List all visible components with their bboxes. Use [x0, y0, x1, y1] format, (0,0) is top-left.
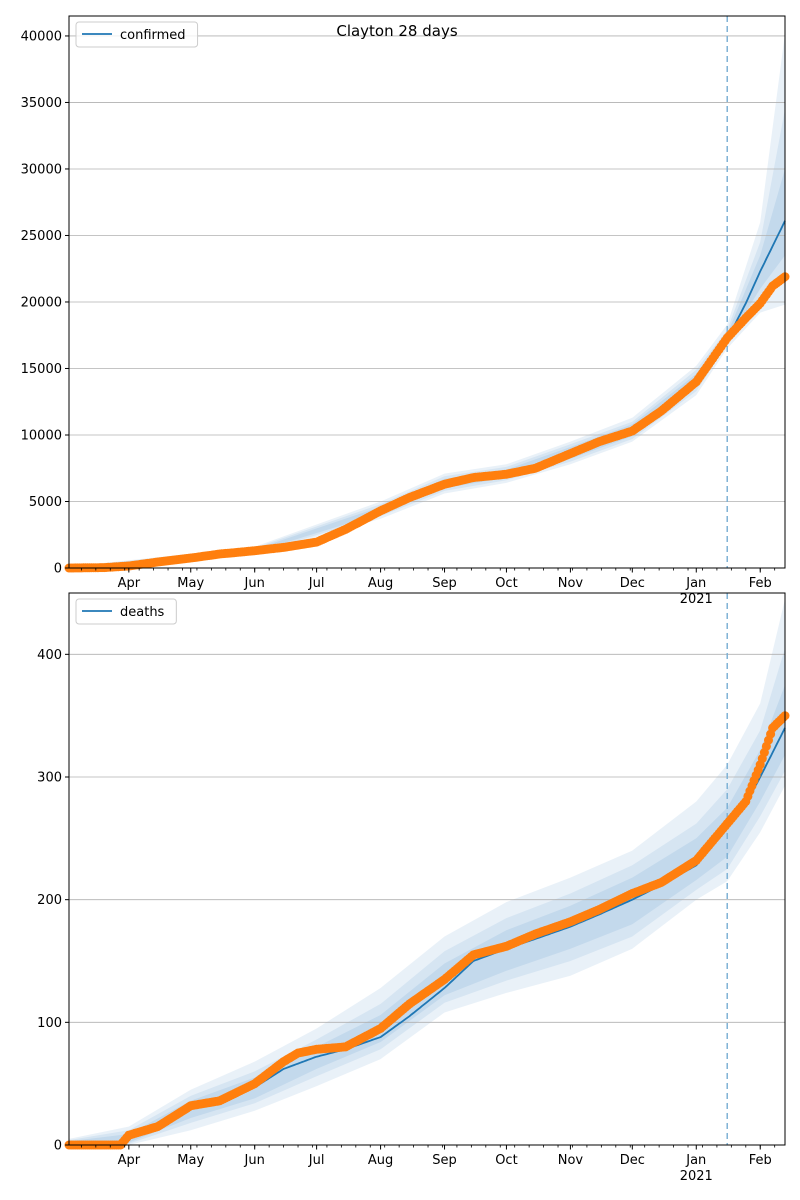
confirmed-legend: confirmed [75, 21, 199, 48]
x-tick-label: May [177, 1153, 204, 1168]
x-tick-label: May [177, 576, 204, 591]
legend-box [75, 598, 177, 625]
y-tick-label: 15000 [21, 362, 62, 377]
y-tick-label: 30000 [21, 162, 62, 177]
x-tick-label: Sep [432, 576, 457, 591]
x-tick-label: Feb [749, 576, 772, 591]
x-tick-label: Feb [749, 1153, 772, 1168]
x-tick-label: Nov [558, 576, 584, 591]
y-tick-label: 10000 [21, 428, 62, 443]
y-tick-label: 20000 [21, 295, 62, 310]
x-tick-label: Jun [244, 1153, 265, 1168]
y-tick-label: 35000 [21, 96, 62, 111]
x-tick-label: 2021 [680, 1169, 713, 1184]
deaths-model-line [69, 727, 786, 1146]
deaths-y-gridlines [69, 653, 785, 1146]
y-tick-label: 5000 [29, 495, 62, 510]
x-tick-label: Sep [432, 1153, 457, 1168]
chart-title: Clayton 28 days [336, 22, 457, 40]
x-tick-label: Aug [368, 576, 393, 591]
y-tick-label: 0 [54, 562, 62, 577]
x-tick-label: 2021 [680, 592, 713, 607]
x-tick-label: Jul [308, 576, 325, 591]
y-tick-label: 200 [37, 893, 62, 908]
legend-label-deaths: deaths [120, 605, 165, 620]
x-tick-label: Jul [308, 1153, 325, 1168]
chart-panel-deaths: 0 100 200 300 400 Apr May Jun Jul Aug Sep Oct Nov De… [37, 592, 790, 1184]
deaths-axes-frame [68, 592, 786, 1146]
legend-box [75, 21, 199, 48]
x-tick-label: Nov [558, 1153, 584, 1168]
x-tick-label: Apr [118, 1153, 141, 1168]
x-tick-label: Jan [685, 576, 706, 591]
y-tick-label: 25000 [21, 229, 62, 244]
y-tick-label: 300 [37, 771, 62, 786]
confirmed-y-axis: 0 5000 10000 15000 20000 25000 30000 35000 40000 [21, 29, 69, 577]
x-tick-label: Oct [495, 1153, 517, 1168]
y-tick-label: 100 [37, 1016, 62, 1031]
deaths-uncertainty-bands [69, 599, 785, 1145]
x-tick-label: Dec [620, 1153, 645, 1168]
x-tick-label: Jun [244, 576, 265, 591]
chart-panel-confirmed: 0 5000 10000 15000 20000 25000 30000 35000 40000… [21, 15, 790, 607]
deaths-y-axis: 0 100 200 300 400 [37, 648, 69, 1154]
x-tick-label: Aug [368, 1153, 393, 1168]
x-tick-label: Apr [118, 576, 141, 591]
y-tick-label: 400 [37, 648, 62, 663]
deaths-legend: deaths [75, 598, 177, 625]
x-tick-label: Oct [495, 576, 517, 591]
y-tick-label: 0 [54, 1139, 62, 1154]
y-tick-label: 40000 [21, 29, 62, 44]
uncertainty-band [69, 685, 785, 1145]
confirmed-observed-points [64, 272, 790, 573]
legend-label-confirmed: confirmed [120, 28, 186, 43]
x-tick-label: Dec [620, 576, 645, 591]
uncertainty-band [69, 648, 785, 1145]
x-tick-label: Jan [685, 1153, 706, 1168]
confirmed-axes-frame [68, 15, 786, 569]
